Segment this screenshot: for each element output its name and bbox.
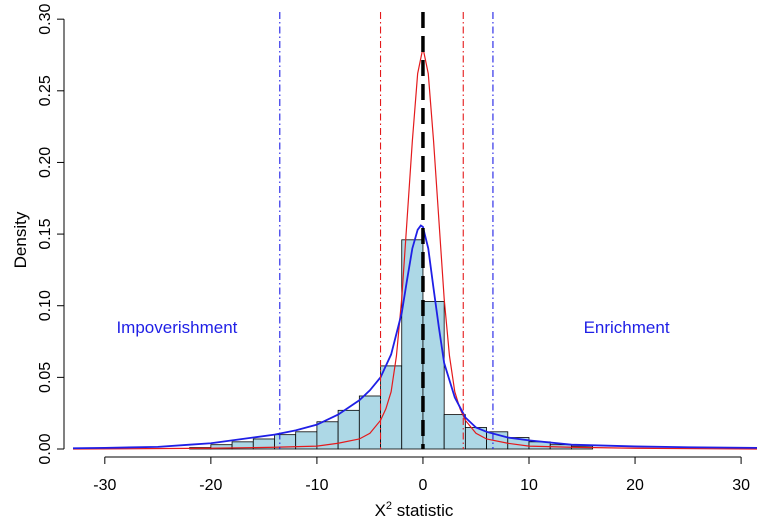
histogram-bars bbox=[189, 239, 594, 450]
x-tick-label: 0 bbox=[419, 477, 428, 494]
y-tick-label: 0.05 bbox=[37, 362, 54, 393]
histogram-bar bbox=[380, 365, 403, 450]
y-tick-label: 0.15 bbox=[37, 218, 54, 249]
x-tick-label: 20 bbox=[626, 477, 644, 494]
region-annotations: Impoverishment Enrichment bbox=[116, 318, 669, 337]
y-tick-label: 0.25 bbox=[37, 75, 54, 106]
blue-density-curve bbox=[72, 224, 757, 450]
x-tick-label: -20 bbox=[199, 477, 222, 494]
x-tick-label: -30 bbox=[93, 477, 116, 494]
x-tick-label: 10 bbox=[520, 477, 538, 494]
impoverishment-label: Impoverishment bbox=[116, 318, 237, 337]
x-tick-label: 30 bbox=[732, 477, 750, 494]
x-axis-label-superscript: 2 bbox=[386, 500, 392, 512]
enrichment-label: Enrichment bbox=[584, 318, 670, 337]
y-tick-label: 0.00 bbox=[37, 433, 54, 464]
histogram-bar bbox=[443, 414, 466, 450]
histogram-bar bbox=[401, 239, 424, 450]
x-axis-label-rest: statistic bbox=[392, 501, 454, 520]
y-axis-label: Density bbox=[11, 211, 30, 268]
x-axis-label-main: X bbox=[375, 501, 386, 520]
threshold-lines bbox=[279, 12, 494, 449]
histogram-bar bbox=[422, 301, 445, 450]
histogram-bar bbox=[358, 395, 381, 450]
y-tick-label: 0.20 bbox=[37, 147, 54, 178]
tick-labels: -30 -20 -10 0 10 20 30 0.00 0.05 0.10 0.15 0.20 0.25… bbox=[37, 3, 750, 494]
y-tick-label: 0.10 bbox=[37, 290, 54, 321]
x-axis-label: X2 statistic bbox=[375, 500, 454, 520]
y-tick-label: 0.30 bbox=[37, 3, 54, 34]
x-tick-label: -10 bbox=[305, 477, 328, 494]
axes bbox=[57, 18, 742, 464]
